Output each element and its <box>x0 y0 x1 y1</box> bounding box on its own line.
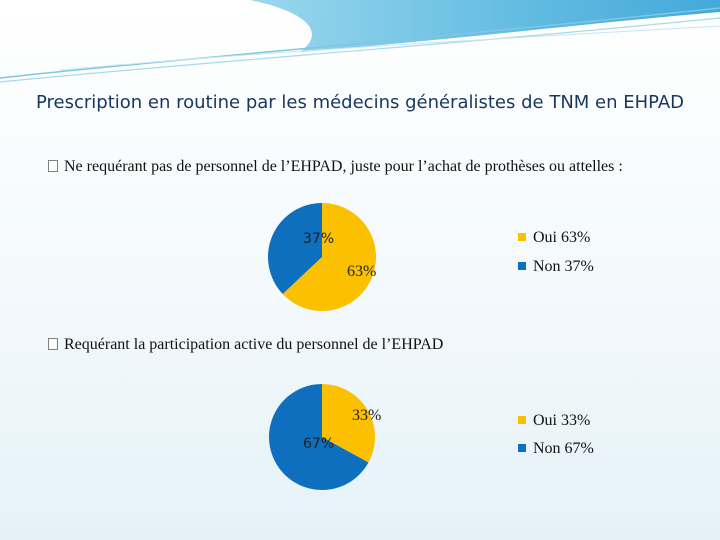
pie-data-label: 37% <box>303 231 334 247</box>
legend-entry: Non 37% <box>533 258 594 275</box>
pie-data-label: 63% <box>347 263 376 280</box>
slide-title: Prescription en routine par les médecins… <box>36 92 685 113</box>
header-wave-band <box>250 0 720 52</box>
pie-data-label: 33% <box>352 407 381 424</box>
legend-entry: Non 67% <box>533 440 594 457</box>
header-wave-line <box>0 7 720 79</box>
pie-slice-oui <box>322 384 375 463</box>
bullet-item: Ne requérant pas de personnel de l’EHPAD… <box>48 157 704 177</box>
pie-slice-non <box>267 203 322 294</box>
bullet-text: Requérant la participation active du per… <box>64 336 444 353</box>
header-wave-line <box>59 25 720 71</box>
header-wave-decoration <box>0 0 720 83</box>
bullet-text: Ne requérant pas de personnel de l’EHPAD… <box>64 158 623 175</box>
bullet-item: Requérant la participation active du per… <box>48 335 684 355</box>
pie-slice-non <box>269 384 369 490</box>
pie-chart-2: 33% 67% Oui 33% Non 67% <box>269 384 594 490</box>
header-wave-line <box>0 17 720 83</box>
legend-swatch <box>518 262 526 270</box>
legend-swatch <box>518 416 526 424</box>
legend-entry: Oui 63% <box>533 229 590 246</box>
pie-data-label: 67% <box>303 436 334 452</box>
bullet-box-icon <box>48 338 58 350</box>
pie-slice-oui <box>282 203 376 311</box>
legend-entry: Oui 33% <box>533 412 590 429</box>
pie-chart-1: 63% 37% Oui 63% Non 37% <box>267 203 594 311</box>
bullet-box-icon <box>48 160 58 172</box>
legend-swatch <box>518 444 526 452</box>
legend-swatch <box>518 233 526 241</box>
